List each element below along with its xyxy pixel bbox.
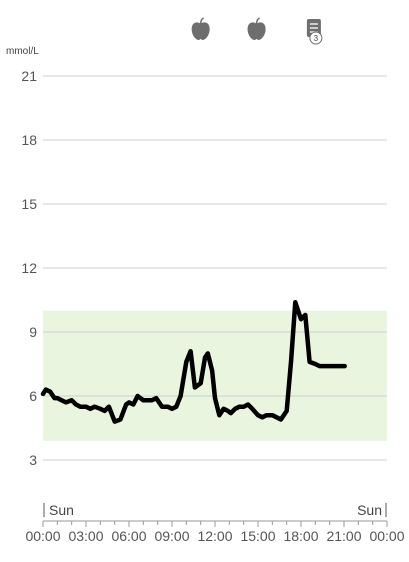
x-tick-label: 09:00	[154, 528, 189, 544]
y-tick-label: 9	[29, 324, 37, 340]
day-end-label: Sun	[357, 502, 382, 518]
x-tick-label: 18:00	[283, 528, 318, 544]
apple-body	[191, 22, 210, 40]
event-markers[interactable]: 3	[191, 17, 323, 45]
y-tick-label: 18	[21, 132, 37, 148]
glucose-line	[40, 299, 347, 424]
x-tick-label: 00:00	[25, 528, 60, 544]
x-axis: 00:00 03:00 06:00 09:00 12:00 15:00 18:00 21:00…	[25, 520, 405, 544]
apple-stem	[199, 17, 205, 25]
x-tick-label: 03:00	[68, 528, 103, 544]
target-range-band	[43, 310, 387, 441]
unit-label: mmol/L	[6, 46, 39, 57]
glucose-series	[40, 299, 347, 424]
note-badge-count: 3	[314, 34, 319, 43]
x-tick-label: 00:00	[369, 528, 404, 544]
y-tick-label: 15	[21, 196, 37, 212]
x-tick-label: 12:00	[197, 528, 232, 544]
y-tick-label: 12	[21, 260, 37, 276]
x-tick-label: 15:00	[240, 528, 275, 544]
apple-stem	[255, 17, 260, 25]
y-tick-label: 21	[21, 68, 37, 84]
y-tick-label: 3	[29, 452, 37, 468]
note-badge	[309, 31, 323, 45]
x-tick-label: 06:00	[111, 528, 146, 544]
y-axis-tick-labels: 3 6 9 12 15 18 21	[21, 68, 37, 468]
day-start-label: Sun	[49, 502, 74, 518]
gridlines	[43, 75, 387, 461]
x-tick-label: 21:00	[326, 528, 361, 544]
target-range-rect	[43, 310, 387, 441]
apple-icon[interactable]	[247, 17, 266, 40]
day-labels: Sun Sun	[43, 502, 387, 518]
apple-icon[interactable]	[191, 17, 210, 40]
apple-body	[247, 22, 266, 40]
note-icon[interactable]: 3	[306, 19, 323, 45]
y-tick-label: 6	[29, 388, 37, 404]
